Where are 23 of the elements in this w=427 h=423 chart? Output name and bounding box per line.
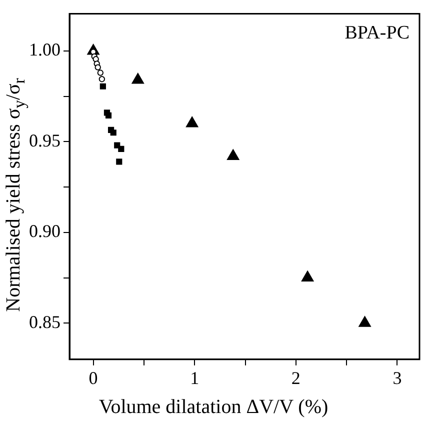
x-tick-label: 0 xyxy=(88,368,98,388)
point xyxy=(94,64,101,70)
point xyxy=(186,116,198,128)
point xyxy=(132,73,144,84)
text: 1.00 xyxy=(29,40,60,60)
annotation: BPA-PC xyxy=(344,22,410,44)
text: 0.90 xyxy=(29,221,60,242)
x-tick-label: 2 xyxy=(291,368,300,388)
point xyxy=(226,149,240,160)
y-tick-label: 0.95 xyxy=(29,130,60,150)
point xyxy=(118,146,124,152)
point xyxy=(116,158,122,165)
point xyxy=(98,76,106,82)
x-axis-title: Volume dilatation ΔV/V (%) xyxy=(98,396,330,419)
point xyxy=(110,130,116,136)
y-tick-label: 0.85 xyxy=(29,312,60,332)
point xyxy=(301,270,314,282)
point xyxy=(358,316,371,327)
point xyxy=(100,83,106,90)
point xyxy=(97,70,104,76)
point xyxy=(105,112,112,118)
x-tick-label: 1 xyxy=(190,368,200,388)
x-tick-label: 3 xyxy=(392,368,402,388)
